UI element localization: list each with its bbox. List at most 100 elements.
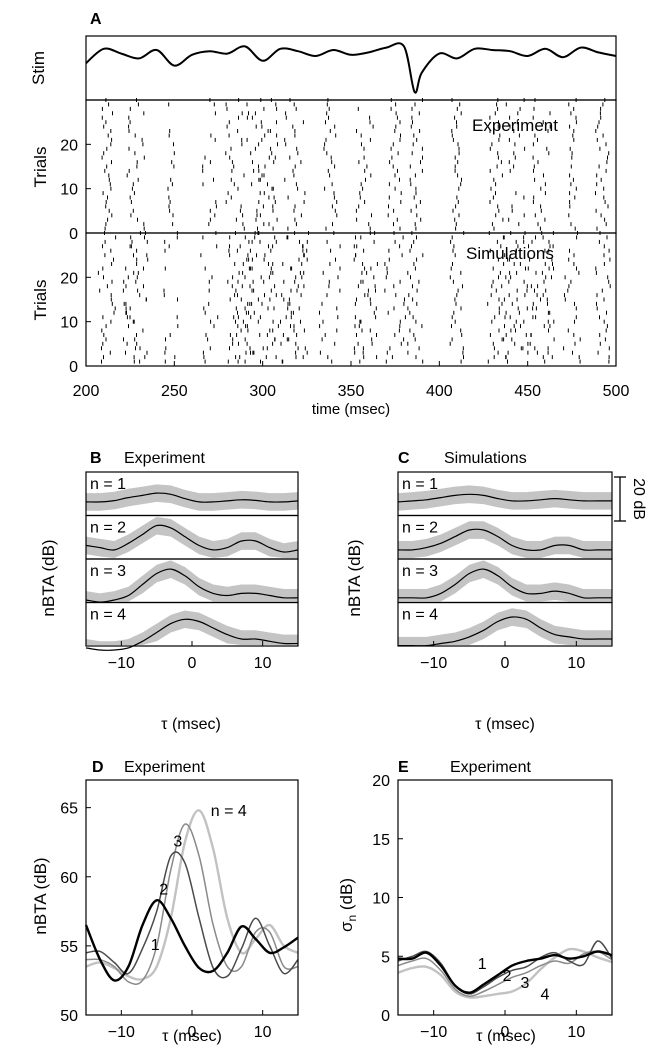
panel-b-row-label: n = 3 bbox=[90, 563, 126, 580]
panel-e-ytick-label: 20 bbox=[372, 773, 390, 790]
panel-e-series-label: 2 bbox=[503, 968, 512, 985]
scale-bar-label: 20 dB bbox=[630, 478, 647, 520]
panel-label-c: C bbox=[398, 450, 410, 467]
stimulus-trace bbox=[85, 42, 617, 94]
time-axis-label: time (msec) bbox=[312, 401, 390, 418]
panel-d-series-label: 1 bbox=[151, 937, 160, 954]
raster-simulations-ytick-label: 20 bbox=[60, 270, 78, 287]
panel-c-row-label: n = 3 bbox=[402, 563, 438, 580]
raster-simulations: Trials Simulations 0 10 20 200 250 300 350 400… bbox=[31, 231, 629, 418]
raster-simulations-ytick-label: 0 bbox=[69, 359, 78, 376]
panel-b-xlabel: τ (msec) bbox=[161, 716, 221, 733]
panel-b-title: Experiment bbox=[124, 450, 205, 467]
panel-c-row-label: n = 4 bbox=[402, 607, 438, 624]
panel-c-sd-band bbox=[398, 521, 612, 558]
panel-e-xtick-label: −10 bbox=[420, 1024, 447, 1041]
panel-d-xtick-label: 0 bbox=[188, 1024, 197, 1041]
panel-e-xtick-label: 10 bbox=[567, 1024, 585, 1041]
panel-label-d: D bbox=[92, 759, 104, 776]
panel-d-plot: −10 0 10 50 55 60 65 1 2 3 n = 4 bbox=[60, 779, 299, 1041]
panel-d-series-label: 2 bbox=[159, 882, 168, 899]
panel-d-ytick-label: 55 bbox=[60, 939, 78, 956]
panel-d-series-label: 3 bbox=[173, 833, 182, 850]
panel-b-mean-line bbox=[85, 568, 299, 603]
time-tick-label: 200 bbox=[73, 383, 100, 400]
panel-e-xtick-label: 0 bbox=[501, 1024, 510, 1041]
raster-simulations-annotation: Simulations bbox=[466, 244, 554, 263]
panel-d-series-line bbox=[85, 851, 299, 979]
panel-b-mean-line bbox=[85, 618, 299, 651]
raster-experiment-ytick-label: 0 bbox=[69, 226, 78, 243]
panel-d-xlabel: τ (msec) bbox=[162, 1028, 222, 1045]
time-tick-label: 400 bbox=[426, 383, 453, 400]
panel-b-row-label: n = 1 bbox=[90, 476, 126, 493]
raster-simulations-ylabel: Trials bbox=[31, 280, 50, 321]
panel-e-series-line bbox=[397, 947, 613, 999]
time-tick-label: 450 bbox=[514, 383, 541, 400]
panel-e-ytick-label: 0 bbox=[381, 1008, 390, 1025]
panel-e-title: Experiment bbox=[450, 759, 531, 776]
panel-d-xtick-label: −10 bbox=[108, 1024, 135, 1041]
panel-e-ylabel: σn (dB) bbox=[337, 878, 359, 932]
stim-ylabel: Stim bbox=[29, 51, 48, 85]
panel-b-xtick-label: 10 bbox=[254, 655, 272, 672]
raster-experiment-ylabel: Trials bbox=[31, 147, 50, 188]
panel-e-ytick-label: 5 bbox=[381, 949, 390, 966]
panel-c-xtick-label: −10 bbox=[420, 655, 447, 672]
panel-e-ytick-label: 10 bbox=[372, 891, 390, 908]
panel-b-xtick-label: −10 bbox=[108, 655, 135, 672]
panel-c-mean-line bbox=[398, 568, 612, 599]
panel-c-xtick-label: 10 bbox=[567, 655, 585, 672]
panel-b-mean-line bbox=[85, 492, 299, 503]
panel-c-mean-line bbox=[397, 528, 612, 552]
panel-c-mean-line bbox=[397, 493, 612, 503]
panel-e-ytick-label: 15 bbox=[372, 832, 390, 849]
panel-d-xtick-label: 10 bbox=[254, 1024, 272, 1041]
panel-label-b: B bbox=[90, 450, 102, 467]
panel-d-ytick-label: 50 bbox=[60, 1008, 78, 1025]
raster-simulations-ytick-label: 10 bbox=[60, 315, 78, 332]
panel-b-sd-band bbox=[86, 610, 298, 645]
panel-b-row-label: n = 4 bbox=[90, 607, 126, 624]
panel-c-ylabel: nBTA (dB) bbox=[345, 539, 364, 616]
panel-e-xlabel: τ (msec) bbox=[476, 1028, 536, 1045]
raster-experiment-annotation: Experiment bbox=[472, 116, 558, 135]
panel-b-sd-band bbox=[86, 516, 298, 558]
panel-e-series-label: 4 bbox=[540, 987, 549, 1004]
time-tick-label: 350 bbox=[338, 383, 365, 400]
raster-experiment-ytick-label: 20 bbox=[60, 137, 78, 154]
time-tick-label: 300 bbox=[249, 383, 276, 400]
panel-b-mean-line bbox=[85, 524, 299, 553]
panel-b-xtick-label: 0 bbox=[188, 655, 197, 672]
panel-c-sd-band bbox=[398, 485, 612, 511]
scale-bar: 20 dB bbox=[614, 476, 647, 522]
panel-d-series-line bbox=[84, 899, 299, 982]
panel-d-ytick-label: 60 bbox=[60, 870, 78, 887]
panel-d-series-line bbox=[85, 809, 299, 981]
panel-d-series-label: n = 4 bbox=[211, 803, 247, 820]
panel-e-series-label: 3 bbox=[521, 975, 530, 992]
panel-c-xtick-label: 0 bbox=[501, 655, 510, 672]
panel-b-row-label: n = 2 bbox=[90, 520, 126, 537]
panel-d-ytick-label: 65 bbox=[60, 801, 78, 818]
panel-label-a: A bbox=[90, 11, 102, 28]
panel-d-ylabel: nBTA (dB) bbox=[31, 857, 50, 934]
panel-b-sd-band bbox=[86, 484, 298, 511]
panel-c-plots: n = 1 n = 2 n = 3 n = 4 −10 0 10 bbox=[397, 471, 613, 672]
panel-d-title: Experiment bbox=[124, 759, 205, 776]
panel-e-series-line bbox=[397, 940, 613, 995]
panel-e-plot: −10 0 10 0 5 10 15 20 12 34 bbox=[372, 773, 613, 1041]
panel-c-row-label: n = 2 bbox=[402, 520, 438, 537]
panel-c-title: Simulations bbox=[444, 450, 527, 467]
raster-experiment-ytick-label: 10 bbox=[60, 182, 78, 199]
panel-b-ylabel: nBTA (dB) bbox=[39, 539, 58, 616]
panel-e-series-label: 1 bbox=[478, 956, 487, 973]
time-tick-label: 500 bbox=[603, 383, 630, 400]
time-tick-label: 250 bbox=[161, 383, 188, 400]
panel-c-row-label: n = 1 bbox=[402, 476, 438, 493]
panel-c-xlabel: τ (msec) bbox=[475, 716, 535, 733]
panel-label-e: E bbox=[398, 759, 409, 776]
panel-b-plots: n = 1 n = 2 n = 3 n = 4 −10 0 10 bbox=[85, 471, 299, 672]
panel-e-series-line bbox=[397, 950, 613, 994]
